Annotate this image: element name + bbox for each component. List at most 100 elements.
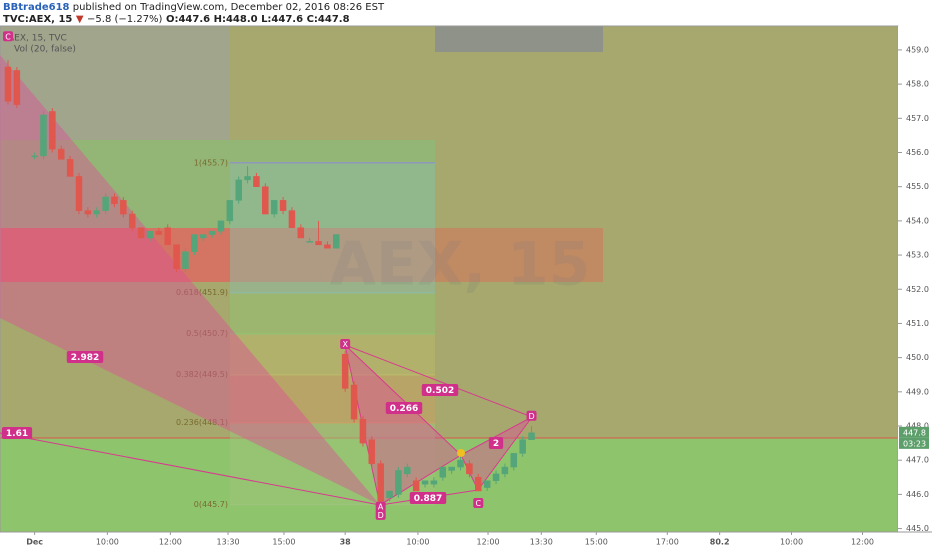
watermark: AEX, 15	[330, 230, 591, 300]
ratio-box	[488, 437, 504, 449]
user[interactable]: BBtrade618	[3, 2, 70, 13]
x-tick-label: 13:30	[530, 538, 553, 547]
x-tick-label: 38	[340, 538, 352, 547]
zone	[435, 228, 603, 282]
candle-body	[528, 432, 535, 440]
candle-body	[448, 466, 455, 471]
candle-body	[57, 148, 65, 160]
zone	[0, 26, 230, 140]
x-tick-label: 10:00	[780, 538, 803, 547]
x-tick-label: 15:00	[585, 538, 608, 547]
candle-body	[421, 480, 429, 485]
y-tick-label: 445.0	[906, 524, 929, 533]
candle-body	[31, 155, 38, 158]
x-tick-label: 12:00	[477, 538, 500, 547]
candle-body	[395, 470, 402, 495]
countdown: 03:23	[903, 439, 926, 448]
y-tick-label: 449.0	[906, 387, 929, 396]
candle-body	[270, 200, 278, 215]
fib-band	[230, 374, 435, 423]
published: published on TradingView.com, December 0…	[73, 2, 385, 13]
candle-body	[120, 200, 127, 215]
point-label-box	[340, 338, 351, 349]
candle-body	[288, 210, 296, 228]
candle-body	[208, 230, 216, 235]
y-tick-label: 452.0	[906, 285, 929, 294]
candle-body	[66, 159, 74, 177]
candle-body	[501, 466, 509, 475]
x-tick-label: 10:00	[96, 538, 119, 547]
pattern-shape	[0, 55, 380, 505]
y-tick-label: 450.0	[906, 353, 929, 362]
candle-body	[359, 418, 367, 444]
ratio-box	[409, 492, 447, 504]
plot-area	[0, 25, 899, 533]
candle-body	[430, 480, 438, 485]
candle-body	[439, 466, 447, 478]
candle-body	[244, 176, 251, 181]
y-tick-label: 451.0	[906, 319, 929, 328]
x-tick-label: 13:30	[217, 538, 240, 547]
candle-body	[155, 230, 163, 235]
fib-label: 0(445.7)	[194, 500, 228, 509]
y-tick-label: 446.0	[906, 490, 929, 499]
candle-body	[510, 453, 518, 468]
zone	[0, 438, 898, 532]
candle-body	[13, 70, 21, 105]
candle-body	[182, 251, 189, 269]
ratio-label: 0.266	[390, 404, 418, 414]
ratio-box	[66, 351, 104, 363]
candle-body	[102, 196, 109, 211]
zone	[435, 26, 603, 52]
y-tick-label: 457.0	[906, 114, 929, 123]
candle-body	[226, 200, 234, 222]
candle-body	[84, 210, 92, 215]
high: H:448.0	[214, 14, 258, 25]
y-tick-label: 447.0	[906, 456, 929, 465]
fib-band	[230, 333, 435, 375]
candle-body	[93, 210, 100, 215]
fib-label: 0.382(449.5)	[176, 370, 228, 379]
candle-body	[75, 176, 83, 211]
candle-body	[368, 439, 376, 464]
y-tick-label: 448.0	[906, 422, 929, 431]
candle-body	[466, 463, 473, 475]
fib-band	[230, 292, 435, 334]
candle-body	[217, 220, 225, 232]
symbol-line: TVC:AEX, 15 ▼ −5.8 (−1.27%) O:447.6 H:44…	[3, 14, 350, 25]
open: O:447.6	[166, 14, 210, 25]
point-label-box	[526, 410, 537, 421]
candle-body	[49, 111, 56, 150]
point-label-box	[375, 509, 386, 520]
y-tick-label: 455.0	[906, 182, 929, 191]
low: L:447.6	[261, 14, 303, 25]
point-label: A	[378, 503, 384, 512]
candle-body	[457, 459, 464, 468]
ratio-label: 2	[493, 439, 499, 449]
y-tick-label: 459.0	[906, 45, 929, 54]
x-tick-label: 17:00	[656, 538, 679, 547]
candle-body	[492, 473, 500, 481]
candle-body	[324, 244, 331, 249]
y-tick-label: 456.0	[906, 148, 929, 157]
candle-body	[146, 230, 154, 239]
candle-body	[128, 213, 136, 228]
candle-body	[279, 200, 287, 211]
pattern-marker	[457, 449, 465, 457]
candle-body	[306, 241, 313, 243]
candle-body	[475, 477, 482, 492]
arrow: ▼	[76, 14, 84, 25]
candle-body	[4, 66, 12, 102]
candle-body	[333, 234, 340, 249]
candle-body	[386, 490, 393, 499]
ratio-box	[1, 427, 33, 439]
ratio-label: 1.61	[6, 429, 28, 439]
y-tick-label: 453.0	[906, 251, 929, 260]
point-label: C	[475, 499, 481, 508]
candle-body	[164, 227, 171, 246]
close: C:447.8	[307, 14, 350, 25]
candle-body	[315, 241, 322, 246]
candle-body	[235, 179, 242, 201]
fib-label: 0.618(451.9)	[176, 288, 228, 297]
